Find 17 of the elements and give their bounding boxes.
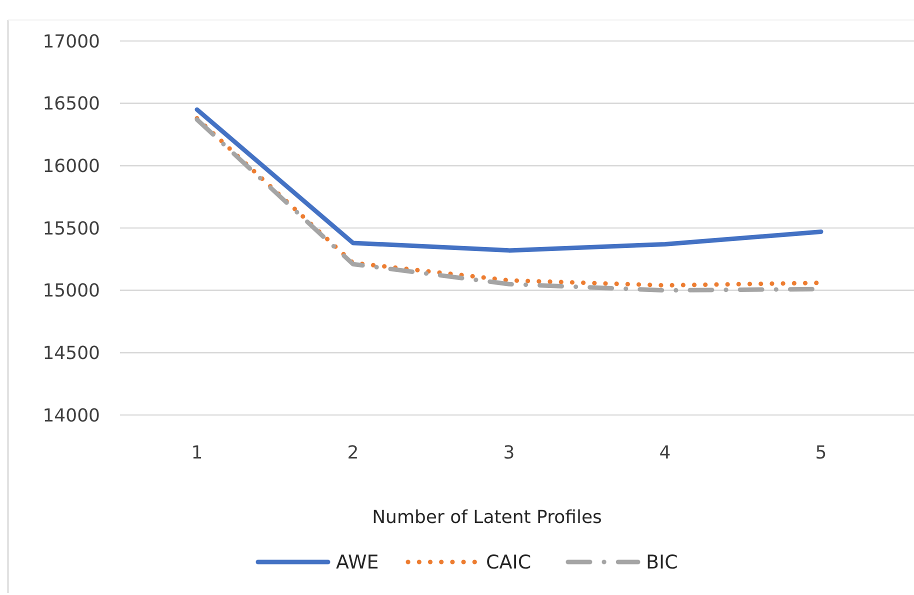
legend-label: AWE (336, 552, 379, 574)
x-tick-label: 5 (815, 442, 827, 464)
x-axis-title: Number of Latent Profiles (372, 507, 602, 528)
y-tick-label: 16500 (42, 94, 100, 115)
x-tick-label: 4 (659, 442, 671, 464)
y-tick-label: 15000 (42, 280, 100, 302)
y-tick-label: 16000 (42, 156, 100, 177)
legend-label: CAIC (486, 552, 532, 574)
legend-label: BIC (646, 552, 678, 574)
y-tick-label: 14000 (42, 405, 100, 426)
y-tick-label: 17000 (42, 31, 100, 52)
x-tick-label: 3 (503, 442, 515, 464)
x-tick-label: 2 (347, 442, 359, 464)
y-tick-label: 15500 (42, 218, 100, 240)
x-tick-label: 1 (191, 442, 203, 464)
line-series (194, 107, 824, 253)
y-tick-label: 14500 (42, 342, 100, 364)
